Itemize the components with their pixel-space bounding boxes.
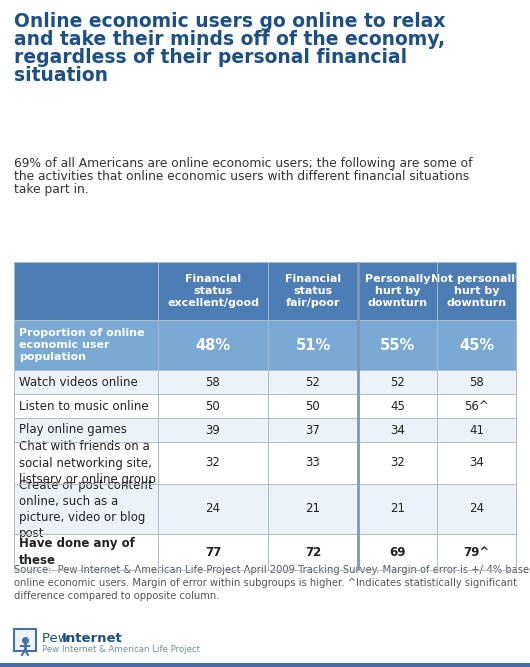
Text: 79^: 79^: [463, 546, 490, 558]
Text: 37: 37: [306, 424, 321, 436]
Bar: [0, 663, 530, 667]
Text: take part in.: take part in.: [14, 183, 89, 196]
Text: 41: 41: [469, 424, 484, 436]
Bar: [14, 262, 516, 320]
Text: Have done any of
these: Have done any of these: [19, 538, 135, 566]
Bar: [14, 320, 516, 370]
Text: Listen to music online: Listen to music online: [19, 400, 148, 412]
Bar: [14, 484, 516, 534]
Text: Proportion of online
economic user
population: Proportion of online economic user popul…: [19, 327, 145, 362]
Bar: [14, 442, 516, 484]
Bar: [14, 418, 516, 442]
Text: 55%: 55%: [380, 338, 415, 352]
Text: the activities that online economic users with different financial situations: the activities that online economic user…: [14, 170, 469, 183]
Bar: [14, 394, 516, 418]
Text: 69% of all Americans are online economic users; the following are some of: 69% of all Americans are online economic…: [14, 157, 473, 170]
FancyBboxPatch shape: [14, 629, 36, 651]
Text: 48%: 48%: [196, 338, 231, 352]
Text: 50: 50: [306, 400, 320, 412]
Text: situation: situation: [14, 66, 108, 85]
Bar: [14, 534, 516, 570]
Text: 56^: 56^: [464, 400, 489, 412]
Text: Create or post content
online, such as a
picture, video or blog
post: Create or post content online, such as a…: [19, 478, 153, 540]
Text: 72: 72: [305, 546, 321, 558]
Text: 24: 24: [469, 502, 484, 516]
Text: 32: 32: [206, 456, 220, 470]
Text: Online economic users go online to relax: Online economic users go online to relax: [14, 12, 446, 31]
Text: 45: 45: [390, 400, 405, 412]
Text: 32: 32: [390, 456, 405, 470]
Text: 50: 50: [206, 400, 220, 412]
Text: Internet: Internet: [62, 632, 123, 646]
Text: Pew Internet & American Life Project: Pew Internet & American Life Project: [42, 646, 200, 654]
Text: Chat with friends on a
social networking site,
listserv or online group: Chat with friends on a social networking…: [19, 440, 156, 486]
Text: 34: 34: [469, 456, 484, 470]
Text: Not personally
hurt by
downturn: Not personally hurt by downturn: [431, 273, 522, 308]
Text: 24: 24: [206, 502, 220, 516]
Text: 52: 52: [390, 376, 405, 388]
Text: 58: 58: [469, 376, 484, 388]
Text: Financial
status
fair/poor: Financial status fair/poor: [285, 273, 341, 308]
Text: 58: 58: [206, 376, 220, 388]
Text: 21: 21: [390, 502, 405, 516]
Text: Watch videos online: Watch videos online: [19, 376, 138, 388]
Text: Financial
status
excellent/good: Financial status excellent/good: [167, 273, 259, 308]
Text: 34: 34: [390, 424, 405, 436]
Text: 52: 52: [306, 376, 321, 388]
Text: 45%: 45%: [459, 338, 494, 352]
Text: 77: 77: [205, 546, 221, 558]
Text: Pew: Pew: [42, 632, 73, 646]
Text: Play online games: Play online games: [19, 424, 127, 436]
Bar: [14, 370, 516, 394]
Text: 21: 21: [305, 502, 321, 516]
Text: regardless of their personal financial: regardless of their personal financial: [14, 48, 407, 67]
Text: and take their minds off of the economy,: and take their minds off of the economy,: [14, 30, 445, 49]
Text: 51%: 51%: [295, 338, 331, 352]
Text: 33: 33: [306, 456, 320, 470]
Text: Personally
hurt by
downturn: Personally hurt by downturn: [365, 273, 430, 308]
Text: 69: 69: [389, 546, 406, 558]
Text: Source:  Pew Internet & American Life Project April 2009 Tracking Survey. Margin: Source: Pew Internet & American Life Pro…: [14, 565, 530, 602]
Text: 39: 39: [206, 424, 220, 436]
